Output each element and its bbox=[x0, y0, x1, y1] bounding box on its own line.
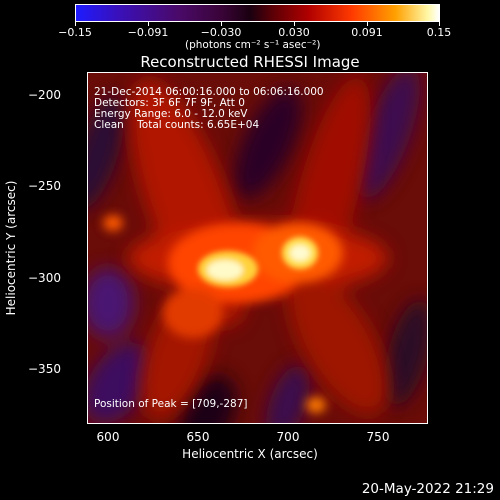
colorbar bbox=[75, 4, 440, 22]
colorbar-tickmark bbox=[439, 21, 440, 26]
x-tick-label: 600 bbox=[96, 430, 120, 444]
colorbar-tick-label: 0.030 bbox=[278, 26, 310, 39]
x-tick-label: 650 bbox=[186, 430, 210, 444]
colorbar-tick-label: 0.091 bbox=[351, 26, 383, 39]
time-range-text: 21-Dec-2014 06:00:16.000 to 06:06:16.000 bbox=[94, 86, 324, 98]
rhessi-image-panel: 21-Dec-2014 06:00:16.000 to 06:06:16.000… bbox=[87, 72, 428, 424]
colorbar-tickmark bbox=[294, 21, 295, 26]
colorbar-tick-label: 0.15 bbox=[426, 26, 452, 39]
x-tick-label: 700 bbox=[276, 430, 300, 444]
clean-counts-text: Clean Total counts: 6.65E+04 bbox=[94, 119, 260, 131]
y-tick-label: −250 bbox=[28, 179, 61, 193]
colorbar-tick-label: −0.15 bbox=[58, 26, 92, 39]
colorbar-unit-label: (photons cm⁻² s⁻¹ asec⁻²) bbox=[185, 39, 321, 51]
x-tick-label: 750 bbox=[366, 430, 390, 444]
image-title: Reconstructed RHESSI Image bbox=[140, 53, 360, 71]
y-tick-label: −300 bbox=[28, 271, 61, 285]
y-tick-label: −350 bbox=[28, 362, 61, 376]
colorbar-tick-label: −0.030 bbox=[200, 26, 242, 39]
peak-position-text: Position of Peak = [709,-287] bbox=[94, 398, 248, 410]
colorbar-tickmark bbox=[75, 21, 76, 26]
colorbar-tickmark bbox=[221, 21, 222, 26]
rhessi-image bbox=[88, 73, 427, 423]
energy-range-text: Energy Range: 6.0 - 12.0 keV bbox=[94, 108, 248, 120]
colorbar-tick-label: −0.091 bbox=[127, 26, 169, 39]
detectors-text: Detectors: 3F 6F 7F 9F, Att 0 bbox=[94, 97, 245, 109]
y-axis-label: Heliocentric Y (arcsec) bbox=[4, 180, 18, 316]
colorbar-tickmark bbox=[367, 21, 368, 26]
timestamp: 20-May-2022 21:29 bbox=[361, 481, 494, 497]
y-tick-label: −200 bbox=[28, 88, 61, 102]
x-axis-label: Heliocentric X (arcsec) bbox=[182, 447, 318, 461]
colorbar-tickmark bbox=[148, 21, 149, 26]
